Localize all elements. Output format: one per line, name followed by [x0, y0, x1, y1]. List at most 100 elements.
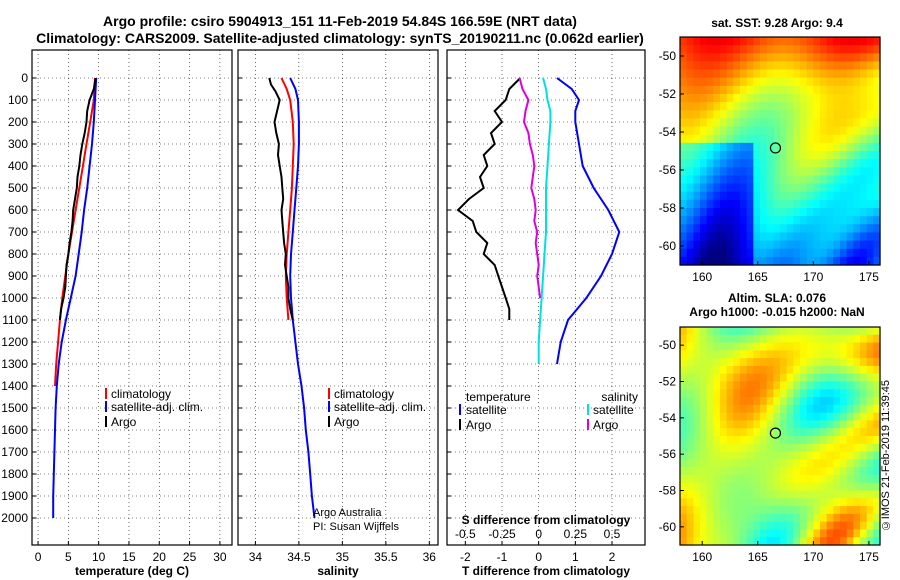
sla-map-cell	[686, 474, 694, 484]
sst-map-cell	[713, 126, 721, 136]
sst-map-cell	[773, 256, 781, 266]
sst-map-cell	[846, 159, 854, 168]
sla-map-cell	[806, 436, 814, 445]
sst-map-cell	[733, 232, 741, 242]
sla-map-cell	[706, 521, 714, 531]
sla-map-xtick-label: 160	[692, 550, 712, 564]
sla-map-cell	[693, 482, 701, 492]
sla-map-cell	[800, 389, 808, 398]
sst-map-cell	[846, 134, 854, 144]
sst-map-ytick-label: -54	[659, 125, 677, 139]
sla-map-cell	[686, 506, 694, 515]
sla-map-cell	[693, 443, 701, 453]
sla-map-cell	[786, 436, 794, 445]
sst-map-cell	[680, 53, 688, 63]
sla-map-cell	[746, 490, 754, 499]
sla-map-cell	[820, 404, 828, 414]
sla-map-cell	[833, 397, 841, 406]
sla-map-cell	[713, 342, 721, 351]
sla-map-cell	[760, 327, 768, 336]
sst-map-cell	[860, 199, 868, 209]
sst-map-cell	[853, 126, 861, 136]
sla-map-cell	[813, 373, 821, 383]
sst-map-cell	[733, 94, 741, 103]
sla-map-cell	[746, 334, 754, 344]
diff-xlabel: T difference from climatology	[462, 564, 630, 578]
sst-map-cell	[773, 175, 781, 185]
sst-map-cell	[720, 208, 728, 217]
sst-map-cell	[733, 134, 741, 144]
sst-map-cell	[806, 224, 814, 234]
sla-map-cell	[760, 358, 768, 367]
sla-map-cell	[806, 342, 814, 351]
sla-map-cell	[840, 342, 848, 351]
sla-map-cell	[853, 443, 861, 453]
diff-x2tick-label: 0	[535, 527, 542, 541]
sst-map-cell	[740, 134, 748, 144]
sst-map-cell	[860, 167, 868, 177]
sst-map-cell	[706, 175, 714, 185]
sst-map-cell	[740, 216, 748, 225]
depth-tick-label: 1800	[1, 467, 28, 481]
sst-map-cell	[853, 118, 861, 128]
sla-map-cell	[706, 327, 714, 336]
sst-map-xtick-label: 175	[859, 270, 879, 284]
sla-map-subtitle: Argo h1000: -0.015 h2000: NaN	[689, 305, 864, 319]
sla-map-cell	[806, 327, 814, 336]
sst-map-cell	[746, 61, 754, 71]
sst-map-cell	[873, 248, 881, 258]
sst-map-cell	[840, 232, 848, 242]
sst-map-cell	[873, 69, 881, 79]
sla-map-cell	[833, 490, 841, 499]
sst-map-cell	[840, 240, 848, 250]
sst-map-cell	[820, 85, 828, 95]
sst-map-cell	[746, 53, 754, 63]
sst-map-cell	[833, 159, 841, 168]
sla-map-cell	[773, 506, 781, 515]
sla-map-cell	[740, 498, 748, 507]
sst-map-cell	[793, 77, 801, 87]
sst-map-cell	[746, 175, 754, 185]
sst-map-cell	[686, 199, 694, 209]
sst-map-cell	[706, 37, 714, 46]
sst-map-cell	[780, 45, 788, 54]
sla-map-cell	[773, 482, 781, 492]
sla-map-cell	[680, 358, 688, 367]
sst-map-cell	[740, 175, 748, 185]
sla-map-cell	[833, 498, 841, 507]
sla-map-cell	[706, 537, 714, 546]
sst-map-cell	[713, 199, 721, 209]
sla-map-cell	[780, 350, 788, 359]
sla-map-cell	[853, 327, 861, 336]
sla-map-cell	[706, 490, 714, 499]
sla-map-cell	[833, 513, 841, 523]
sla-map-cell	[780, 521, 788, 531]
sla-map-cell	[793, 373, 801, 383]
sst-map-cell	[866, 199, 874, 209]
sla-map-cell	[866, 397, 874, 406]
sla-map-cell	[766, 459, 774, 468]
sst-map-cell	[853, 167, 861, 177]
sla-map-cell	[840, 334, 848, 344]
sla-map-cell	[866, 412, 874, 422]
sla-map-cell	[720, 397, 728, 406]
sla-map-cell	[820, 521, 828, 531]
sla-map-cell	[873, 334, 881, 344]
sla-map-cell	[700, 451, 708, 460]
sla-map-cell	[846, 350, 854, 359]
sst-map-cell	[700, 159, 708, 168]
sla-map-cell	[720, 537, 728, 546]
sst-map-cell	[686, 240, 694, 250]
sla-map-cell	[873, 350, 881, 359]
sla-map-cell	[866, 482, 874, 492]
sst-map-cell	[746, 224, 754, 234]
sst-map-cell	[806, 256, 814, 266]
sst-map-cell	[720, 248, 728, 258]
sst-map-cell	[726, 118, 734, 128]
sla-map-cell	[753, 381, 761, 390]
sla-map-cell	[826, 506, 834, 515]
sla-map-cell	[733, 342, 741, 351]
sst-map-cell	[866, 85, 874, 95]
sla-map-cell	[853, 513, 861, 523]
sst-map-cell	[680, 232, 688, 242]
